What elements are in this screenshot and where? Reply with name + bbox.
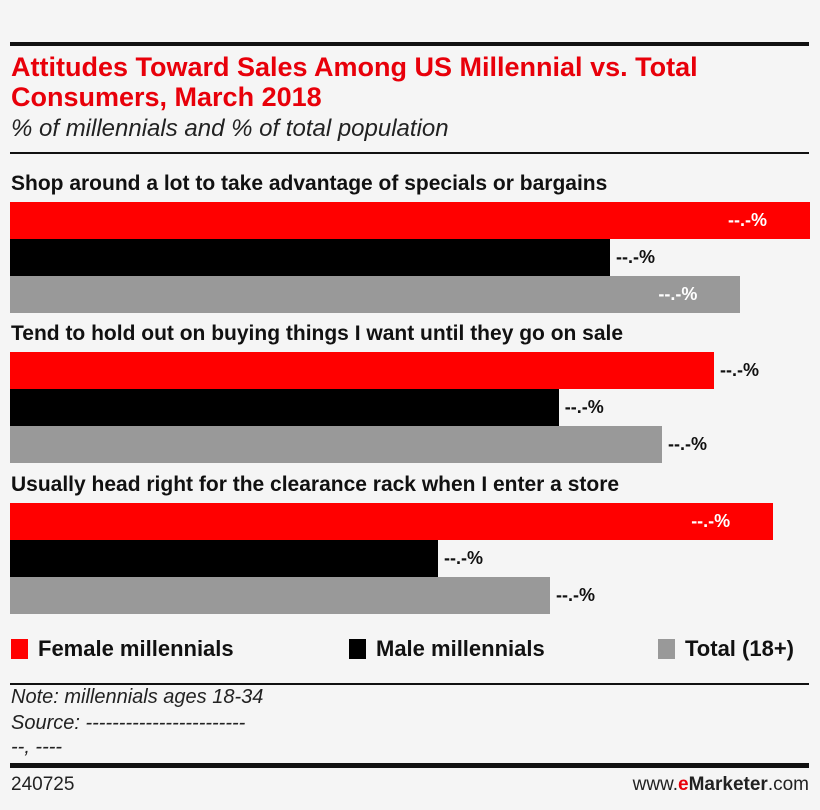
data-label: --.-%: [616, 247, 655, 267]
chart-title: Attitudes Toward Sales Among US Millenni…: [11, 52, 698, 112]
brand-prefix: www.: [632, 774, 679, 795]
bar: [10, 202, 810, 239]
category-label: Shop around a lot to take advantage of s…: [11, 172, 608, 195]
category-label: Usually head right for the clearance rac…: [11, 473, 620, 496]
data-label: --.-%: [564, 397, 604, 417]
legend-item-female: Female millennials: [11, 636, 234, 662]
bar: [10, 577, 550, 614]
chart-subtitle: % of millennials and % of total populati…: [11, 115, 449, 142]
legend-label: Female millennials: [38, 636, 234, 661]
bar: [10, 352, 714, 389]
bottom-rule: [10, 763, 809, 768]
legend-swatch: [349, 639, 366, 659]
data-label: --.-%: [668, 434, 707, 454]
data-label: --.-%: [658, 284, 698, 304]
data-label: --.-%: [728, 210, 767, 230]
data-label: --.-%: [720, 360, 759, 380]
legend-item-male: Male millennials: [349, 636, 545, 662]
bar: [10, 503, 774, 540]
top-rule: [10, 42, 809, 46]
bar: [10, 239, 610, 276]
data-label: --.-%: [444, 548, 483, 568]
note: Note: millennials ages 18-34: [11, 686, 264, 708]
bar: [10, 426, 662, 463]
legend-swatch: [658, 639, 675, 659]
legend-item-total: Total (18+): [658, 636, 794, 662]
legend-label: Total (18+): [685, 636, 795, 661]
data-label: --.-%: [691, 511, 731, 531]
brand-logo: www.eMarketer.com: [633, 774, 809, 796]
category-label: Tend to hold out on buying things I want…: [11, 322, 624, 345]
chart-id: 240725: [11, 774, 75, 795]
bar: [10, 276, 741, 313]
legend-swatch: [11, 639, 28, 659]
brand-name: Marketer: [688, 774, 768, 795]
bar: [10, 389, 559, 426]
legend-label: Male millennials: [376, 636, 545, 661]
source-detail: --, ----: [11, 736, 63, 758]
brand-suffix: .com: [767, 774, 809, 795]
brand-e: e: [678, 774, 689, 795]
bar: [10, 540, 438, 577]
data-label: --.-%: [556, 585, 595, 605]
subtitle-rule: [10, 152, 809, 154]
legend-rule: [10, 683, 809, 685]
source: Source: ------------------------: [11, 712, 246, 734]
